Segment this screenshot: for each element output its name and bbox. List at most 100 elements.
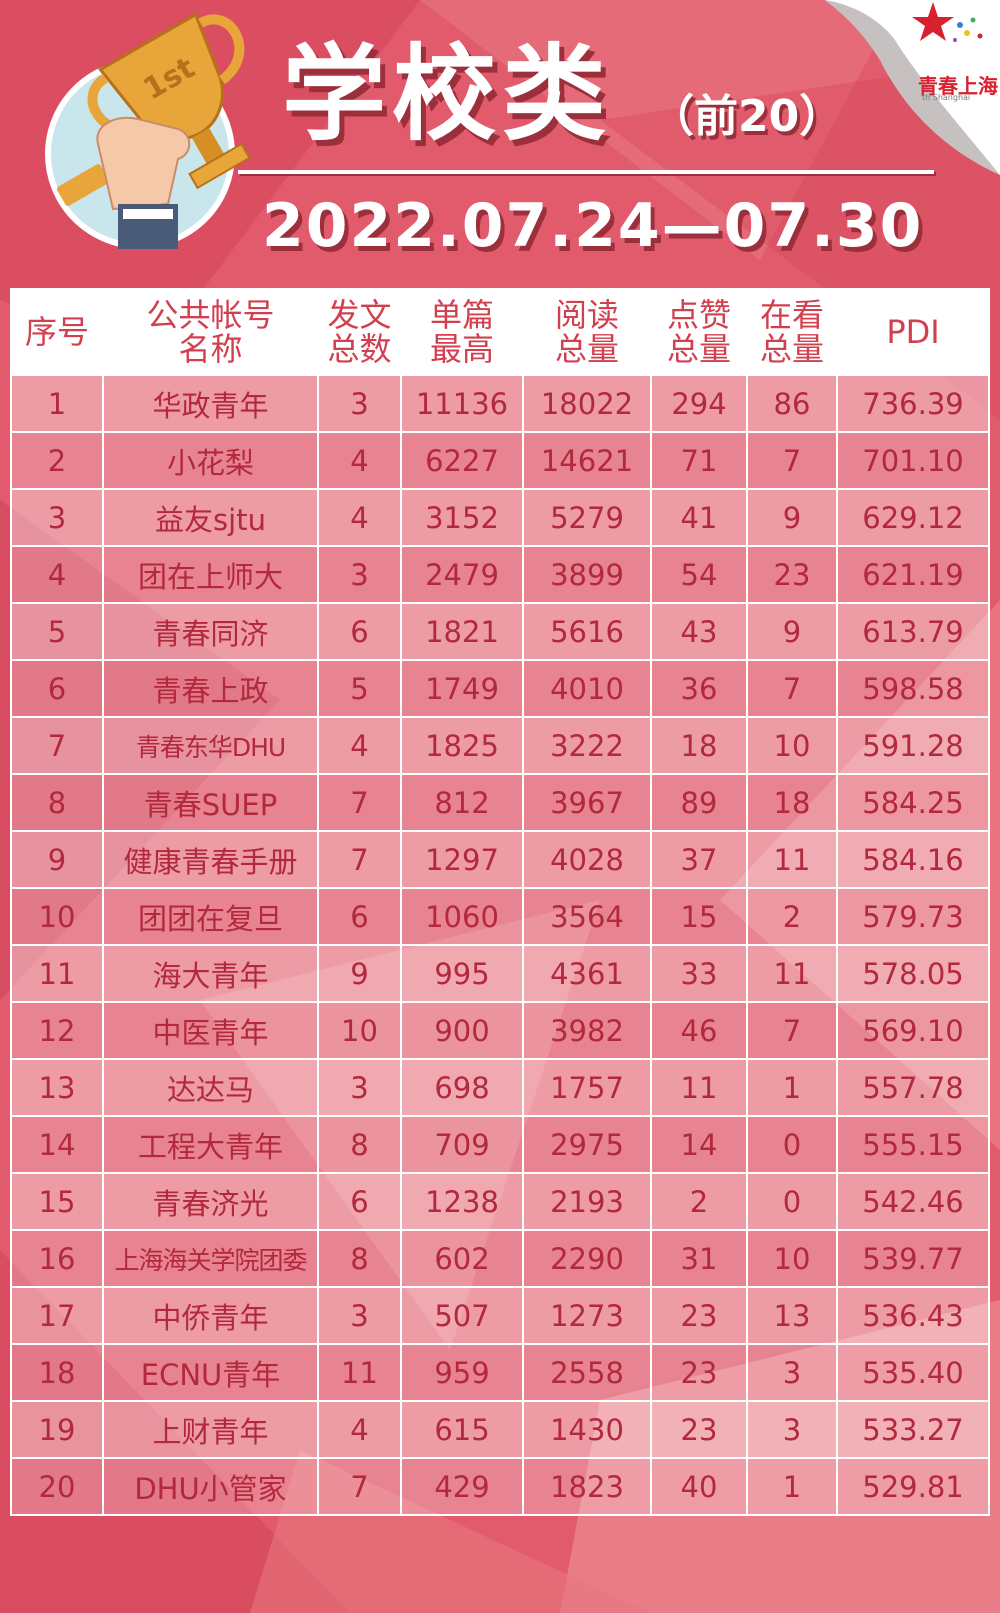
cell-rank: 11 xyxy=(10,944,104,1003)
cell-rank: 16 xyxy=(10,1229,104,1288)
column-header-account-name: 公共帐号 名称 xyxy=(102,288,319,376)
cell-rank: 10 xyxy=(10,887,104,946)
cell-total-likes: 37 xyxy=(650,830,748,889)
cell-total-read: 2290 xyxy=(522,1229,652,1288)
cell-post-count: 3 xyxy=(317,374,402,433)
cell-pdi: 536.43 xyxy=(836,1286,990,1345)
cell-account-name: 上财青年 xyxy=(102,1400,319,1459)
cell-total-watching: 7 xyxy=(746,659,838,718)
table-row: 2 小花梨 4 6227 14621 71 7 701.10 xyxy=(10,431,990,490)
cell-rank: 7 xyxy=(10,716,104,775)
cell-total-read: 4010 xyxy=(522,659,652,718)
cell-total-likes: 43 xyxy=(650,602,748,661)
cell-total-read: 14621 xyxy=(522,431,652,490)
cell-pdi: 579.73 xyxy=(836,887,990,946)
column-header-total-read: 阅读 总量 xyxy=(522,288,652,376)
table-row: 15 青春济光 6 1238 2193 2 0 542.46 xyxy=(10,1172,990,1231)
cell-total-likes: 33 xyxy=(650,944,748,1003)
cell-rank: 12 xyxy=(10,1001,104,1060)
column-header-rank: 序号 xyxy=(10,288,104,376)
cell-pdi: 535.40 xyxy=(836,1343,990,1402)
cell-post-count: 11 xyxy=(317,1343,402,1402)
column-header-pdi: PDI xyxy=(836,288,990,376)
table-row: 1 华政青年 3 11136 18022 294 86 736.39 xyxy=(10,374,990,433)
cell-post-count: 8 xyxy=(317,1229,402,1288)
cell-total-watching: 86 xyxy=(746,374,838,433)
cell-max-read: 812 xyxy=(400,773,524,832)
table-row: 19 上财青年 4 615 1430 23 3 533.27 xyxy=(10,1400,990,1459)
cell-pdi: 542.46 xyxy=(836,1172,990,1231)
cell-rank: 6 xyxy=(10,659,104,718)
cell-total-watching: 11 xyxy=(746,830,838,889)
cell-account-name: DHU小管家 xyxy=(102,1457,319,1516)
cell-account-name: 工程大青年 xyxy=(102,1115,319,1174)
cell-max-read: 1297 xyxy=(400,830,524,889)
table-row: 3 益友sjtu 4 3152 5279 41 9 629.12 xyxy=(10,488,990,547)
cell-pdi: 569.10 xyxy=(836,1001,990,1060)
cell-total-watching: 9 xyxy=(746,602,838,661)
star-logo-icon xyxy=(912,2,983,42)
cell-max-read: 698 xyxy=(400,1058,524,1117)
cell-pdi: 557.78 xyxy=(836,1058,990,1117)
cell-total-read: 18022 xyxy=(522,374,652,433)
cell-max-read: 2479 xyxy=(400,545,524,604)
cell-rank: 19 xyxy=(10,1400,104,1459)
table-row: 9 健康青春手册 7 1297 4028 37 11 584.16 xyxy=(10,830,990,889)
cell-total-likes: 89 xyxy=(650,773,748,832)
cell-total-read: 2558 xyxy=(522,1343,652,1402)
cell-account-name: 青春上政 xyxy=(102,659,319,718)
cell-total-watching: 1 xyxy=(746,1058,838,1117)
cell-total-likes: 41 xyxy=(650,488,748,547)
title-divider xyxy=(238,170,934,174)
cell-total-likes: 40 xyxy=(650,1457,748,1516)
cell-total-watching: 13 xyxy=(746,1286,838,1345)
cell-total-watching: 0 xyxy=(746,1115,838,1174)
cell-post-count: 7 xyxy=(317,773,402,832)
cell-pdi: 629.12 xyxy=(836,488,990,547)
page-curl-corner xyxy=(825,0,1000,175)
cell-max-read: 615 xyxy=(400,1400,524,1459)
cell-rank: 4 xyxy=(10,545,104,604)
page-subtitle: （前20） xyxy=(650,91,844,142)
cell-post-count: 4 xyxy=(317,431,402,490)
cell-pdi: 584.25 xyxy=(836,773,990,832)
column-header-max-read: 单篇 最高 xyxy=(400,288,524,376)
cell-max-read: 995 xyxy=(400,944,524,1003)
cell-account-name: 海大青年 xyxy=(102,944,319,1003)
cell-pdi: 621.19 xyxy=(836,545,990,604)
cell-pdi: 736.39 xyxy=(836,374,990,433)
cell-rank: 9 xyxy=(10,830,104,889)
cell-account-name: 上海海关学院团委 xyxy=(102,1229,319,1288)
cell-post-count: 4 xyxy=(317,488,402,547)
cell-pdi: 555.15 xyxy=(836,1115,990,1174)
cell-total-read: 5616 xyxy=(522,602,652,661)
cell-account-name: 青春同济 xyxy=(102,602,319,661)
cell-pdi: 584.16 xyxy=(836,830,990,889)
cell-total-likes: 294 xyxy=(650,374,748,433)
table-row: 13 达达马 3 698 1757 11 1 557.78 xyxy=(10,1058,990,1117)
cell-pdi: 598.58 xyxy=(836,659,990,718)
table-row: 8 青春SUEP 7 812 3967 89 18 584.25 xyxy=(10,773,990,832)
cell-max-read: 1060 xyxy=(400,887,524,946)
table-header-row: 序号 公共帐号 名称 发文 总数 单篇 最高 阅读 总量 点赞 总量 在看 总量 PDI xyxy=(10,288,990,376)
column-header-total-watching: 在看 总量 xyxy=(746,288,838,376)
cell-post-count: 7 xyxy=(317,1457,402,1516)
cell-total-read: 3899 xyxy=(522,545,652,604)
cell-total-likes: 46 xyxy=(650,1001,748,1060)
table-row: 12 中医青年 10 900 3982 46 7 569.10 xyxy=(10,1001,990,1060)
cell-total-read: 3222 xyxy=(522,716,652,775)
cell-total-read: 1823 xyxy=(522,1457,652,1516)
table-row: 4 团在上师大 3 2479 3899 54 23 621.19 xyxy=(10,545,990,604)
cell-post-count: 9 xyxy=(317,944,402,1003)
cell-post-count: 3 xyxy=(317,545,402,604)
cell-max-read: 429 xyxy=(400,1457,524,1516)
table-row: 10 团团在复旦 6 1060 3564 15 2 579.73 xyxy=(10,887,990,946)
cell-max-read: 959 xyxy=(400,1343,524,1402)
cell-pdi: 533.27 xyxy=(836,1400,990,1459)
cell-total-read: 4361 xyxy=(522,944,652,1003)
cell-total-read: 1273 xyxy=(522,1286,652,1345)
cell-total-likes: 11 xyxy=(650,1058,748,1117)
cell-max-read: 1821 xyxy=(400,602,524,661)
cell-rank: 17 xyxy=(10,1286,104,1345)
trophy-icon: 1st xyxy=(45,12,251,249)
